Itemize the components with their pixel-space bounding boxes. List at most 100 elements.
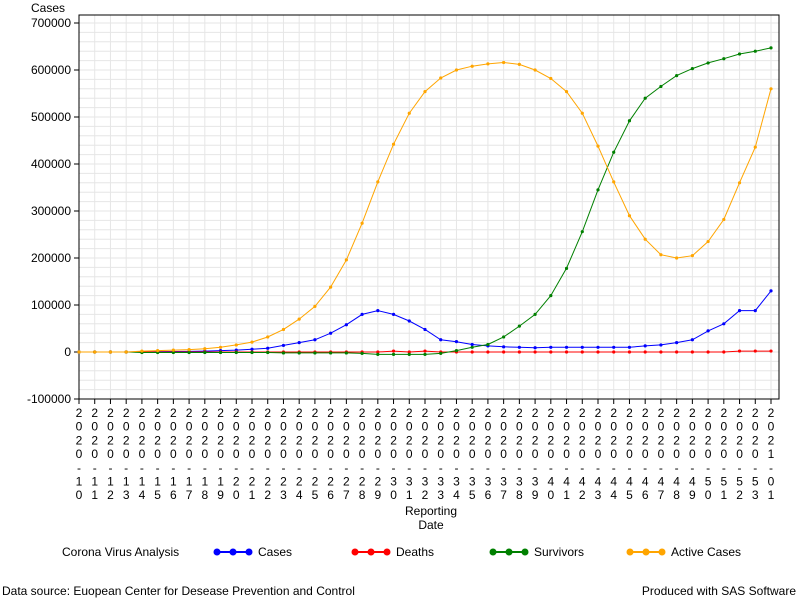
x-tick-label: 2 0 2 0 -4 5 — [626, 406, 633, 502]
data-point — [250, 350, 254, 355]
x-tick-label: 2 0 2 0 -5 1 — [720, 406, 727, 502]
x-tick-label: 2 0 2 0 -3 9 — [532, 406, 539, 502]
data-point — [439, 351, 443, 356]
x-tick-label: 2 0 2 0 -1 0 — [76, 406, 83, 502]
data-point — [234, 343, 238, 347]
x-tick-label: 2 0 2 0 -2 3 — [280, 406, 287, 502]
data-point — [737, 309, 742, 313]
data-point — [612, 180, 616, 184]
data-point — [93, 350, 97, 354]
data-point — [454, 340, 459, 344]
x-tick-label: 2 0 2 0 -1 7 — [186, 406, 193, 502]
x-tick-label: 2 0 2 0 -1 6 — [170, 406, 177, 502]
x-tick-label: 2 0 2 0 -1 2 — [107, 406, 114, 502]
data-point — [329, 351, 333, 355]
data-point — [502, 60, 506, 65]
y-tick-label: 300000 — [31, 204, 71, 218]
data-point — [454, 68, 459, 72]
data-point — [470, 350, 474, 354]
data-point — [580, 111, 584, 115]
data-point — [706, 350, 710, 354]
legend-marker — [229, 548, 237, 556]
x-tick-label: 2 0 2 0 -1 8 — [201, 406, 208, 502]
x-tick-label: 2 0 2 0 -1 9 — [217, 406, 224, 502]
data-point — [329, 331, 333, 335]
data-point — [423, 349, 427, 353]
data-point — [737, 349, 742, 353]
y-tick-label: 400000 — [31, 157, 71, 171]
legend-marker — [658, 548, 666, 556]
x-tick-label: 2 0 2 0 -4 3 — [595, 406, 602, 502]
data-point — [690, 350, 694, 354]
y-tick-label: 600000 — [31, 63, 71, 77]
data-point — [266, 335, 270, 339]
legend-label: Survivors — [534, 545, 584, 559]
data-point — [376, 350, 380, 354]
legend-marker — [367, 548, 375, 556]
data-point — [643, 96, 647, 100]
x-tick-label: 2 0 2 0 -4 7 — [658, 406, 665, 502]
legend-label: Cases — [258, 545, 292, 559]
data-point — [391, 142, 396, 146]
data-point — [423, 327, 427, 332]
data-point — [218, 345, 223, 349]
data-point — [517, 345, 521, 349]
data-point — [627, 350, 632, 354]
x-tick-label: 2 0 2 0 -3 7 — [500, 406, 507, 502]
data-point — [706, 239, 710, 244]
legend-title: Corona Virus Analysis — [62, 545, 179, 559]
y-tick-label: 0 — [64, 345, 71, 359]
data-point — [124, 350, 128, 354]
x-tick-label: 2 0 2 0 -1 4 — [139, 406, 146, 502]
x-tick-label: 2 0 2 0 -3 3 — [437, 406, 444, 502]
data-point — [297, 341, 301, 345]
data-point — [769, 87, 773, 91]
data-point — [690, 66, 694, 71]
data-point — [502, 350, 506, 354]
data-point — [580, 230, 584, 234]
y-axis-label: Cases — [31, 1, 65, 15]
x-tick-label: 2 0 2 1 -0 1 — [768, 406, 775, 502]
data-point — [627, 345, 632, 349]
data-point — [470, 342, 474, 347]
data-point — [769, 349, 773, 353]
y-tick-label: 500000 — [31, 110, 71, 124]
data-point — [470, 345, 474, 349]
y-tick-label: 100000 — [31, 298, 71, 312]
data-point — [140, 349, 144, 353]
x-tick-label: 2 0 2 0 -2 0 — [233, 406, 240, 502]
data-point — [596, 144, 600, 148]
data-point — [659, 253, 663, 257]
data-point — [675, 350, 679, 354]
data-point — [596, 350, 600, 354]
x-tick-label: 2 0 2 0 -4 6 — [642, 406, 649, 502]
data-point — [753, 49, 757, 53]
x-tick-label: 2 0 2 0 -3 4 — [453, 406, 460, 502]
line-chart: -100000 0 100000 200000 300000 400000 500000 60… — [27, 1, 780, 559]
data-point — [360, 351, 364, 356]
data-point — [407, 319, 411, 323]
data-point — [564, 350, 569, 354]
data-point — [580, 350, 584, 354]
x-tick-label: 2 0 2 0 -4 2 — [579, 406, 586, 502]
legend-marker — [626, 548, 634, 556]
x-axis-label: Date — [418, 518, 444, 532]
data-point — [329, 285, 333, 289]
y-tick-label: -100000 — [27, 392, 71, 406]
data-point — [517, 350, 521, 354]
data-point — [533, 346, 537, 350]
data-point — [454, 348, 459, 353]
x-tick-label: 2 0 2 0 -4 0 — [547, 406, 554, 502]
legend-label: Active Cases — [671, 545, 741, 559]
data-point — [533, 312, 537, 316]
plot-border — [78, 14, 780, 400]
legend-marker — [351, 548, 359, 556]
data-point — [171, 348, 175, 352]
data-point — [281, 351, 286, 355]
data-point — [486, 342, 490, 347]
data-point — [612, 350, 616, 354]
data-point — [250, 347, 254, 351]
legend-marker — [213, 548, 221, 556]
data-point — [659, 343, 663, 347]
x-tick-label: 2 0 2 0 -4 8 — [673, 406, 680, 502]
